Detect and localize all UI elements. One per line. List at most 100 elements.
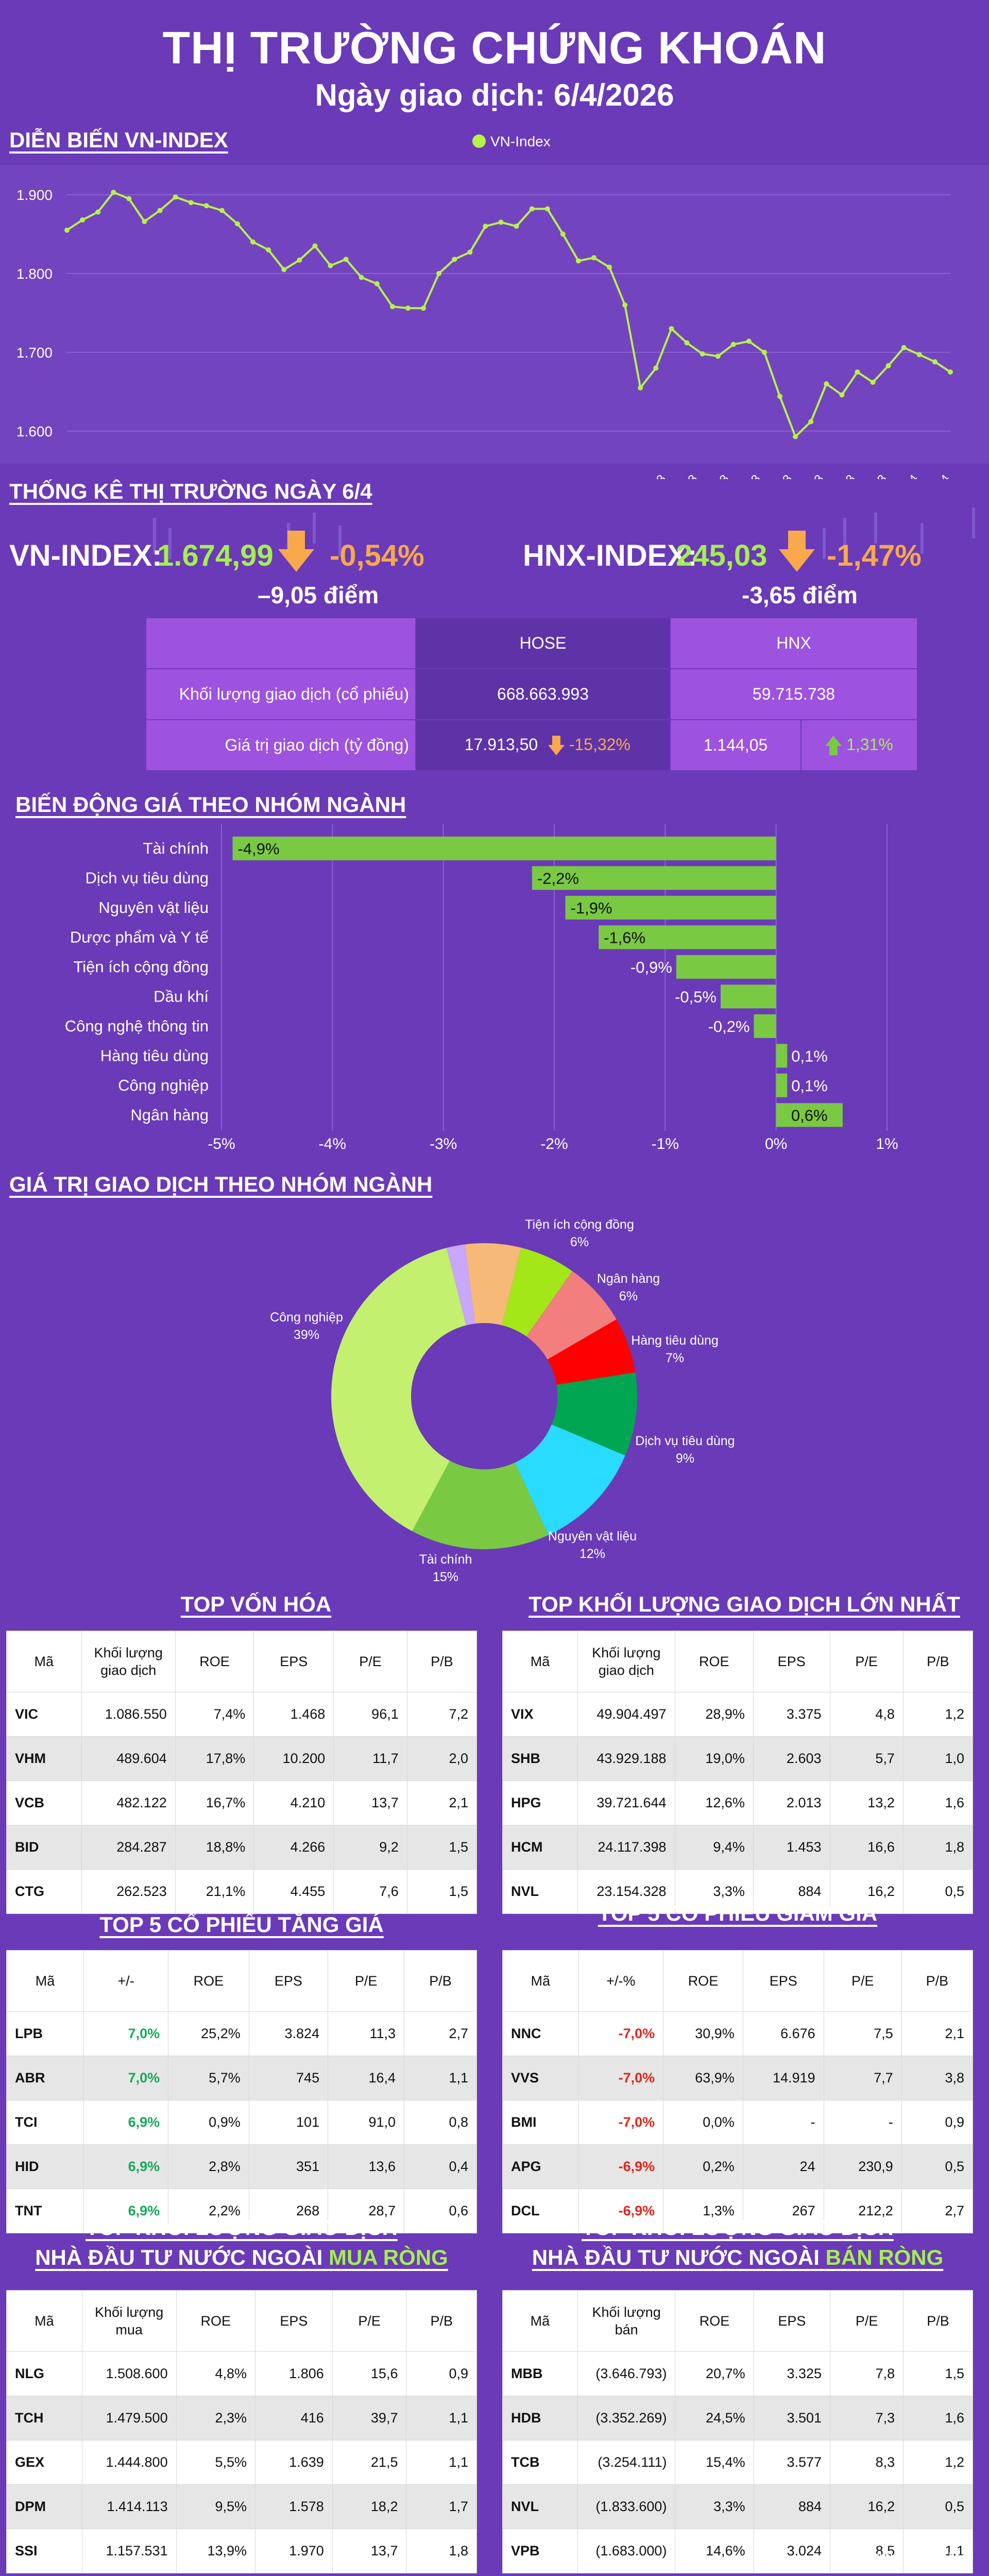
slice-pct-label: 6% (570, 1235, 589, 1249)
value-cell: 0,8 (404, 2100, 477, 2145)
column-header: Mã (6, 1950, 84, 2012)
column-header: P/B (404, 1950, 477, 2012)
value-cell: 1,3% (663, 2189, 743, 2233)
section-stats: THỐNG KÊ THỊ TRƯỜNG NGÀY 6/4 (9, 479, 372, 503)
value-cell: 11,3 (328, 2011, 405, 2056)
data-point (653, 365, 659, 371)
column-header: EPS (248, 1950, 329, 2012)
section-vnindex-trend: DIỄN BIẾN VN-INDEX (9, 128, 228, 152)
value-cell: 1.508.600 (81, 2351, 177, 2396)
slice-pct-label: 9% (676, 1451, 694, 1466)
column-header: P/B (901, 1950, 974, 2012)
section-foreign-sell-l2a: NHÀ ĐẦU TƯ NƯỚC NGOÀI (532, 2245, 826, 2269)
column-header: EPS (742, 1950, 824, 2012)
x-tick-label: 0% (765, 1136, 787, 1153)
column-header: Mã (502, 2290, 578, 2352)
ticker-cell: HCM (502, 1825, 578, 1870)
x-tick-label: -4% (319, 1136, 346, 1153)
value-cell: -7,0% (578, 2100, 664, 2145)
value-label: -0,5% (675, 988, 717, 1006)
data-point (234, 221, 240, 227)
x-tick-label: 11/2 (417, 478, 443, 479)
slice-pct-label: 39% (294, 1328, 319, 1342)
table-row: NVL 23.154.328 3,3% 884 16,2 0,5 (502, 1869, 974, 1914)
column-header: EPS (253, 1631, 334, 1692)
value-cell: 7,7 (823, 2056, 902, 2100)
val-label: Giá trị giao dịch (tỷ đồng) (145, 719, 416, 771)
value-cell: 1,6 (902, 1781, 974, 1825)
value-cell: 6,9% (83, 2144, 169, 2189)
value-cell: 230,9 (823, 2144, 902, 2189)
data-point (730, 342, 736, 347)
data-point (436, 270, 442, 276)
table-row: VCB 482.122 16,7% 4.210 13,7 2,1 (6, 1781, 478, 1825)
column-header: P/E (829, 1631, 903, 1692)
category-label: Ngân hàng (130, 1106, 209, 1124)
value-cell: 267 (742, 2189, 824, 2233)
value-cell: 3,3% (675, 2484, 754, 2529)
value-cell: 16,2 (829, 1869, 903, 1914)
slice-name-label: Tiện ích cộng đồng (525, 1217, 634, 1232)
donut-slice (526, 1271, 617, 1360)
value-cell: 30,9% (663, 2011, 743, 2056)
bar (676, 955, 776, 979)
x-tick-label: 18/03 (733, 472, 763, 479)
table-row: CTG 262.523 21,1% 4.455 7,6 1,5 (6, 1869, 478, 1914)
column-header: Mã (502, 1950, 579, 2012)
value-label: -1,6% (604, 928, 645, 946)
data-point (157, 208, 163, 213)
value-cell: 1,1 (406, 2440, 477, 2485)
value-cell: 1,1 (406, 2396, 477, 2441)
vnindex-points: –9,05 điểm (258, 582, 379, 608)
value-cell: 63,9% (663, 2056, 743, 2100)
table-row: HPG 39.721.644 12,6% 2.013 13,2 1,6 (502, 1781, 974, 1825)
bar (776, 1044, 788, 1068)
donut-slice (465, 1243, 521, 1326)
ticker-cell: DPM (6, 2484, 82, 2529)
value-cell: 0,6 (404, 2189, 477, 2233)
data-point (483, 224, 488, 229)
data-point (297, 257, 302, 263)
value-cell: 13,7 (332, 2529, 407, 2573)
value-cell: 9,4% (674, 1825, 754, 1870)
value-cell: 1,8 (902, 1825, 974, 1870)
value-cell: 20,7% (675, 2351, 754, 2396)
value-cell: 1,5 (406, 1825, 478, 1870)
foreign-buy-table: Mã Khối lượng mua ROE EPS P/E P/B NLG 1.508.600 4… (6, 2290, 477, 2573)
value-cell: 1.639 (254, 2440, 333, 2485)
value-cell: 3,8 (901, 2056, 974, 2100)
value-cell: 39.721.644 (577, 1781, 675, 1825)
column-header: P/E (332, 2290, 407, 2352)
column-header: ROE (175, 1631, 254, 1692)
value-cell: 0,0% (663, 2100, 743, 2145)
column-header: EPS (753, 2290, 831, 2352)
value-cell: 21,1% (175, 1869, 254, 1914)
ticker-cell: SSI (6, 2529, 82, 2573)
x-tick-label: -5% (208, 1136, 235, 1153)
table-row: DCL -6,9% 1,3% 267 212,2 2,7 (502, 2189, 974, 2233)
value-cell: 268 (248, 2189, 329, 2233)
column-header: ROE (176, 2290, 255, 2352)
table-row: TCI 6,9% 0,9% 101 91,0 0,8 (6, 2100, 477, 2145)
x-tick-label: 20/03 (764, 472, 795, 479)
x-tick-label: 24/03 (796, 472, 826, 479)
value-cell: 3.501 (753, 2396, 831, 2441)
value-cell: 3.024 (753, 2529, 831, 2573)
legend-label: VN-Index (490, 133, 551, 149)
value-cell: 1,1 (404, 2056, 477, 2100)
value-cell: 24 (742, 2144, 824, 2189)
slice-name-label: Ngân hàng (597, 1272, 660, 1286)
data-point (111, 190, 116, 195)
value-cell: 7,0% (83, 2056, 169, 2100)
down-arrow-icon (278, 531, 314, 572)
ticker-cell: LPB (6, 2011, 84, 2056)
value-cell: (3.254.111) (577, 2440, 676, 2485)
section-top-volume: TOP KHỐI LƯỢNG GIAO DỊCH LỚN NHẤT (528, 1592, 960, 1616)
hose-value: 17.913,50 (464, 735, 538, 754)
value-cell: 7,8 (830, 2351, 904, 2396)
data-point (622, 302, 628, 308)
ticker-cell: TCH (6, 2396, 82, 2441)
data-point (359, 275, 364, 280)
x-tick-label: 03/04 (922, 472, 952, 479)
value-cell: 6.676 (742, 2011, 824, 2056)
